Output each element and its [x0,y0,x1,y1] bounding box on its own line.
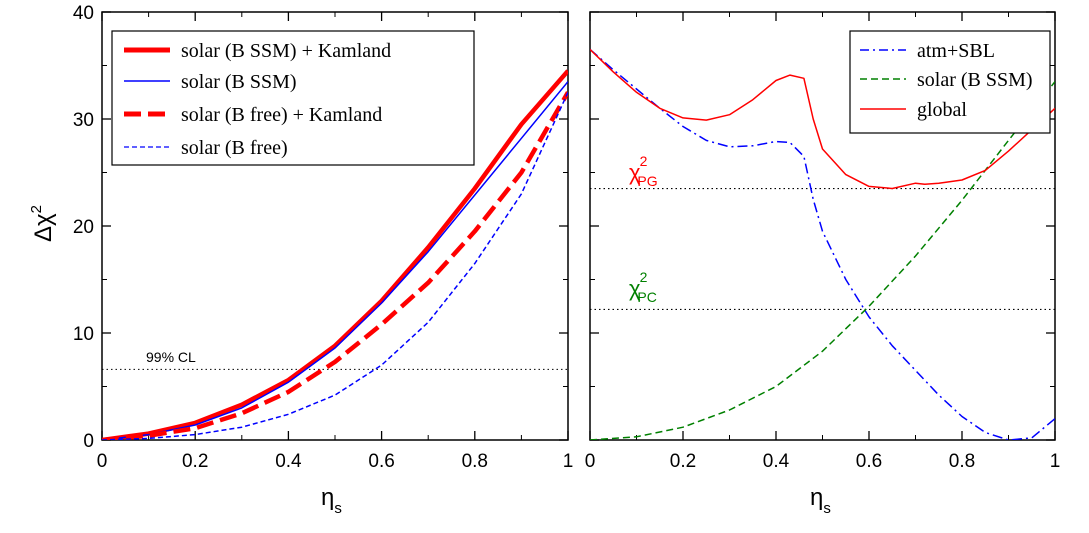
y-tick-label: 10 [73,324,94,345]
x-tick-label: 0.6 [856,451,882,472]
left-legend-box [111,30,475,166]
x-tick-label: 0.4 [763,451,790,472]
series-line-left-2 [102,91,568,440]
right-series-lines [590,48,1055,440]
x-tick-label: 0.6 [368,451,394,472]
y-tick-label: 20 [73,217,94,238]
x-tick-label: 0 [97,451,108,472]
right-legend: atm+SBL solar (B SSM) global [849,30,1051,134]
x-tick-label: 0.8 [949,451,975,472]
series-line-left-0 [102,69,568,440]
right-panel: 0 0.2 0.4 0.6 0.8 1 χ2 PG χ2 PC atm+SBL solar (… [585,11,1061,517]
x-tick-label: 0 [585,451,596,472]
left-legend: solar (B SSM) + Kamland solar (B SSM) so… [111,30,475,166]
left-x-axis-title: ηs [321,484,342,517]
right-x-axis-title: ηs [810,484,831,517]
legend-label-solar-ssm-kamland: solar (B SSM) + Kamland [181,40,391,62]
legend-label-atm-sbl: atm+SBL [917,40,995,62]
legend-label-global: global [917,99,967,121]
x-tick-label: 0.4 [275,451,302,472]
series-line-right-1 [590,81,1055,440]
legend-label-solar-ssm-green: solar (B SSM) [917,69,1033,91]
x-tick-label: 0.2 [670,451,696,472]
x-tick-label: 0.2 [182,451,208,472]
right-axis-ticks: 0 0.2 0.4 0.6 0.8 1 [585,11,1061,472]
right-reference-lines [590,188,1055,311]
x-tick-label: 1 [1050,451,1061,472]
x-tick-label: 1 [563,451,574,472]
chi2-pc-label: χ2 PC [629,269,657,305]
legend-label-solar-ssm: solar (B SSM) [181,71,297,93]
left-series-lines [102,69,568,440]
chi2-pg-label: χ2 PG [629,153,658,189]
legend-label-solar-free: solar (B free) [181,137,288,159]
legend-label-solar-free-kamland: solar (B free) + Kamland [181,104,382,126]
x-tick-label: 0.8 [462,451,488,472]
right-legend-box [849,30,1051,134]
cl-label: 99% CL [146,349,196,365]
series-line-right-2 [590,48,1055,190]
y-axis-title: Δχ2 [28,205,57,242]
y-tick-label: 0 [83,431,94,452]
y-tick-label: 40 [73,3,94,24]
y-tick-label: 30 [73,110,94,131]
series-line-left-1 [102,81,568,440]
series-line-left-3 [102,91,568,440]
